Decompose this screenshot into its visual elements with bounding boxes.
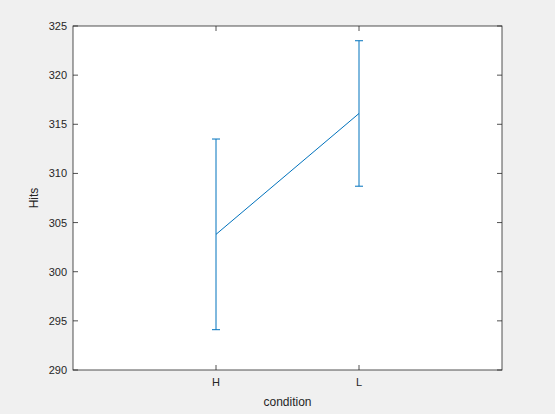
- y-tick-right: [497, 124, 502, 125]
- y-tick-right: [497, 75, 502, 76]
- y-tick-label: 290: [49, 364, 67, 376]
- y-tick-right: [497, 173, 502, 174]
- data-line: [216, 113, 359, 234]
- y-tick: [73, 222, 78, 223]
- x-tick: [216, 365, 217, 370]
- y-tick-label: 300: [49, 266, 67, 278]
- y-tick: [73, 173, 78, 174]
- y-tick: [73, 320, 78, 321]
- error-cap: [212, 139, 220, 140]
- y-tick: [73, 124, 78, 125]
- x-tick: [359, 365, 360, 370]
- error-bar: [355, 41, 363, 186]
- y-tick-label: 305: [49, 217, 67, 229]
- y-tick-label: 295: [49, 315, 67, 327]
- y-tick-right: [497, 271, 502, 272]
- x-tick-label: L: [356, 376, 362, 388]
- chart: 290 295 300 305 310 315 320 325 H Lcondition Hits: [0, 0, 555, 414]
- y-tick-right: [497, 222, 502, 223]
- data-group: [212, 41, 363, 330]
- error-cap: [355, 40, 363, 41]
- y-tick-label: 325: [49, 20, 67, 32]
- y-axis-label: Hits: [27, 188, 41, 209]
- plot-area: [73, 26, 502, 370]
- y-tick-label: 315: [49, 118, 67, 130]
- error-bar: [212, 139, 220, 330]
- error-stem: [359, 41, 360, 186]
- error-cap: [355, 186, 363, 187]
- error-stem: [216, 139, 217, 330]
- x-axis-label: condition: [263, 395, 311, 409]
- y-tick-right: [497, 320, 502, 321]
- y-tick: [73, 271, 78, 272]
- x-tick-label: H: [212, 376, 220, 388]
- error-cap: [212, 329, 220, 330]
- axes-frame: [73, 26, 502, 370]
- x-tick-top: [359, 26, 360, 31]
- y-tick-label: 310: [49, 167, 67, 179]
- y-tick-label: 320: [49, 69, 67, 81]
- x-tick-top: [216, 26, 217, 31]
- y-tick: [73, 75, 78, 76]
